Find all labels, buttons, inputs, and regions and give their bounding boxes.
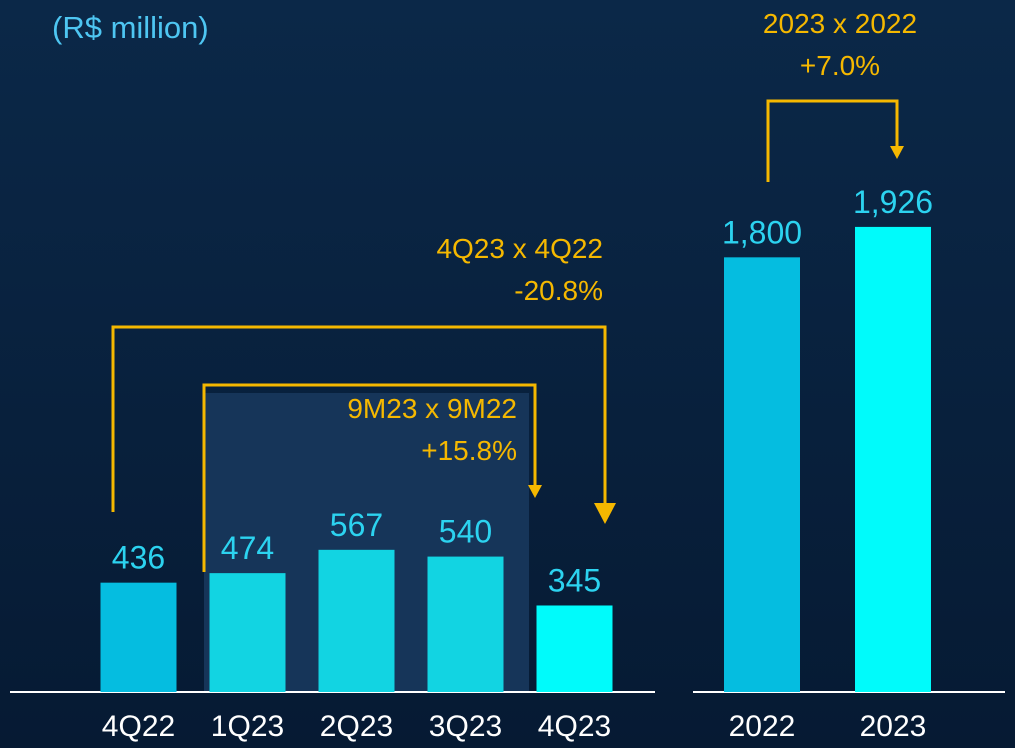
x-tick-label: 4Q23	[538, 710, 611, 743]
value-label: 474	[221, 530, 274, 566]
bracket	[202, 383, 537, 572]
x-tick-label: 2Q23	[320, 710, 393, 743]
x-tick-label: 2022	[729, 710, 796, 743]
bar	[209, 573, 286, 692]
value-label: 567	[330, 507, 383, 543]
value-label: 540	[439, 514, 492, 550]
bracket	[111, 325, 607, 512]
arrowhead	[890, 146, 904, 159]
bar	[536, 605, 613, 692]
value-label: 1,926	[853, 184, 933, 220]
bar	[427, 556, 504, 692]
value-label: 436	[112, 540, 165, 576]
x-tick-label: 1Q23	[211, 710, 284, 743]
arrowheads	[528, 146, 904, 524]
bracket	[766, 99, 899, 182]
bar	[318, 549, 395, 692]
annotation: 2023 x 2022	[763, 8, 917, 39]
subtitle: (R$ million)	[52, 10, 209, 45]
bar	[724, 257, 800, 692]
brackets	[111, 99, 899, 572]
x-tick-label: 3Q23	[429, 710, 502, 743]
value-label: 1,800	[722, 214, 802, 250]
annotation: -20.8%	[514, 275, 603, 306]
annotation: 4Q23 x 4Q22	[436, 233, 603, 264]
arrowhead	[528, 485, 542, 498]
x-tick-label: 2023	[860, 710, 927, 743]
x-tick-label: 4Q22	[102, 710, 175, 743]
annotation: 9M23 x 9M22	[347, 393, 517, 424]
value-label: 345	[548, 562, 601, 598]
arrowhead	[594, 503, 616, 524]
annotation: +7.0%	[800, 50, 880, 81]
bar	[855, 226, 931, 692]
annotation: +15.8%	[421, 435, 517, 466]
bar	[100, 582, 177, 692]
